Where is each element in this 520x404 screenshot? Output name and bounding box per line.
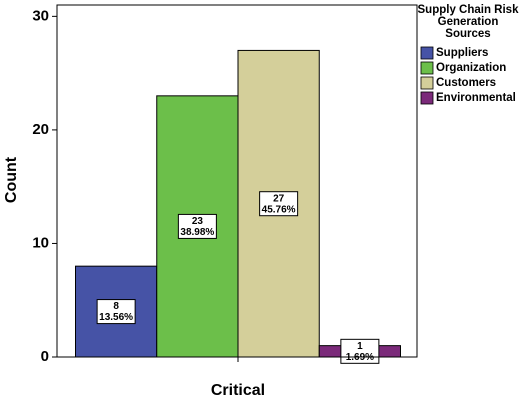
legend-swatch	[420, 61, 434, 75]
legend-swatch	[420, 46, 434, 60]
y-tick-label: 30	[32, 7, 49, 24]
data-label-box	[259, 191, 299, 217]
y-tick-label: 10	[32, 234, 49, 251]
legend-label: Suppliers	[436, 47, 488, 59]
y-axis-label: Count	[3, 156, 20, 203]
percent-label: 38.98%	[180, 227, 214, 238]
percent-label: 13.56%	[99, 312, 133, 323]
legend-swatch	[420, 76, 434, 90]
legend-title: Supply Chain Risk Generation Sources	[417, 4, 519, 40]
legend-label: Customers	[436, 77, 496, 89]
data-label-box	[177, 213, 217, 239]
y-tick-label: 20	[32, 121, 49, 138]
plot-frame	[56, 4, 418, 358]
legend-label: Environmental	[436, 92, 516, 104]
data-label: 1	[357, 341, 363, 352]
data-label: 23	[192, 216, 204, 227]
percent-label: 45.76%	[262, 204, 296, 215]
x-axis-label: Critical	[211, 382, 265, 399]
data-label-box	[96, 299, 136, 325]
legend-label: Organization	[436, 62, 506, 74]
y-tick-label: 0	[41, 348, 49, 365]
data-label: 27	[273, 193, 285, 204]
data-label: 8	[113, 301, 119, 312]
data-label-box	[340, 338, 380, 364]
legend-swatch	[420, 91, 434, 105]
